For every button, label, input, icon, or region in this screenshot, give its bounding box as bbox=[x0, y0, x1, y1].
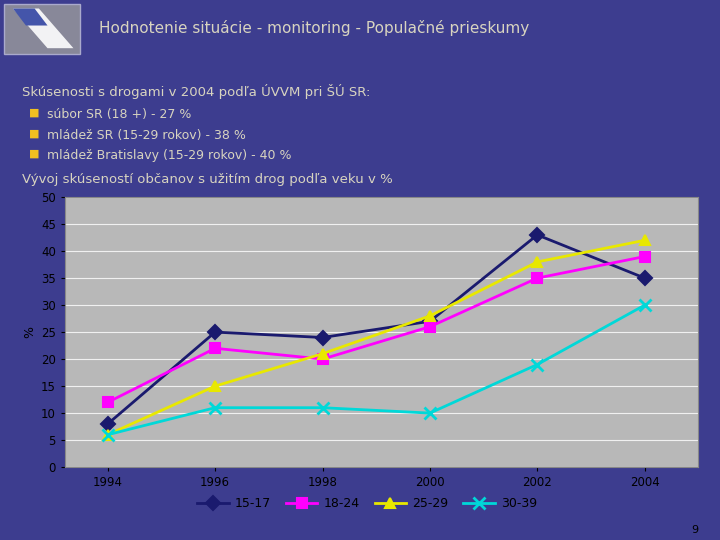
30-39 bbox=[640, 302, 649, 308]
15-17 bbox=[104, 421, 112, 427]
15-17 bbox=[533, 232, 541, 238]
Polygon shape bbox=[13, 9, 73, 48]
Legend: 15-17, 18-24, 25-29, 30-39: 15-17, 18-24, 25-29, 30-39 bbox=[192, 492, 542, 515]
25-29 bbox=[426, 313, 434, 319]
Text: ■: ■ bbox=[29, 149, 40, 159]
15-17 bbox=[211, 329, 220, 335]
30-39 bbox=[211, 404, 220, 411]
30-39 bbox=[104, 431, 112, 438]
15-17 bbox=[426, 318, 434, 325]
18-24 bbox=[533, 275, 541, 281]
25-29 bbox=[211, 383, 220, 389]
Bar bbox=[4, 4, 81, 54]
15-17 bbox=[318, 334, 327, 341]
Text: mládež Bratislavy (15-29 rokov) - 40 %: mládež Bratislavy (15-29 rokov) - 40 % bbox=[47, 149, 292, 162]
Line: 18-24: 18-24 bbox=[103, 252, 649, 407]
Line: 30-39: 30-39 bbox=[102, 300, 650, 440]
Polygon shape bbox=[13, 9, 48, 25]
30-39 bbox=[318, 404, 327, 411]
25-29 bbox=[104, 431, 112, 438]
Text: Skúsenosti s drogami v 2004 podľa ÚVVM pri ŠÚ SR:: Skúsenosti s drogami v 2004 podľa ÚVVM p… bbox=[22, 84, 370, 99]
Text: Hodnotenie situácie - monitoring - Populačné prieskumy: Hodnotenie situácie - monitoring - Popul… bbox=[99, 21, 529, 36]
30-39 bbox=[426, 410, 434, 416]
18-24 bbox=[640, 253, 649, 260]
Text: 9: 9 bbox=[691, 524, 698, 535]
18-24 bbox=[426, 323, 434, 330]
25-29 bbox=[640, 237, 649, 244]
Line: 15-17: 15-17 bbox=[103, 230, 649, 429]
Text: mládež SR (15-29 rokov) - 38 %: mládež SR (15-29 rokov) - 38 % bbox=[47, 129, 246, 141]
18-24 bbox=[211, 345, 220, 352]
Text: Vývoj skúseností občanov s užitím drog podľa veku v %: Vývoj skúseností občanov s užitím drog p… bbox=[22, 173, 392, 186]
25-29 bbox=[318, 350, 327, 357]
15-17 bbox=[640, 275, 649, 281]
Line: 25-29: 25-29 bbox=[103, 235, 649, 440]
Text: ■: ■ bbox=[29, 129, 40, 139]
18-24 bbox=[104, 399, 112, 406]
Y-axis label: %: % bbox=[23, 326, 36, 338]
Text: súbor SR (18 +) - 27 %: súbor SR (18 +) - 27 % bbox=[47, 108, 192, 121]
25-29 bbox=[533, 259, 541, 265]
Text: ■: ■ bbox=[29, 108, 40, 118]
18-24 bbox=[318, 356, 327, 362]
30-39 bbox=[533, 361, 541, 368]
